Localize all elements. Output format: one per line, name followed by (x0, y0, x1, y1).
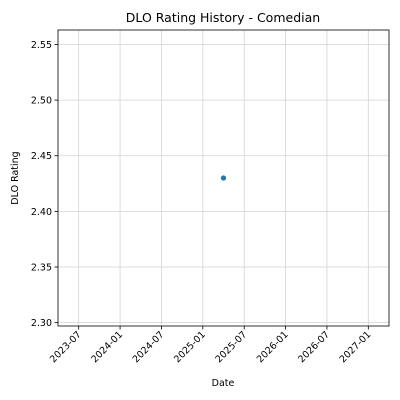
y-axis-label: DLO Rating (10, 151, 21, 204)
chart-title: DLO Rating History - Comedian (126, 10, 320, 25)
x-axis-label: Date (212, 378, 235, 389)
y-tick-label: 2.40 (31, 207, 52, 218)
y-tick-label: 2.50 (31, 96, 52, 107)
y-tick-label: 2.30 (31, 318, 52, 329)
data-point (220, 175, 227, 181)
y-tick-label: 2.45 (31, 151, 52, 162)
y-axis-ticks: 2.30 2.35 2.40 2.45 2.50 2.55 (31, 40, 58, 329)
y-tick-label: 2.35 (31, 263, 52, 274)
data-points (220, 175, 227, 181)
y-tick-label: 2.55 (31, 40, 52, 51)
grid (58, 30, 389, 326)
plot-frame (57, 29, 390, 327)
